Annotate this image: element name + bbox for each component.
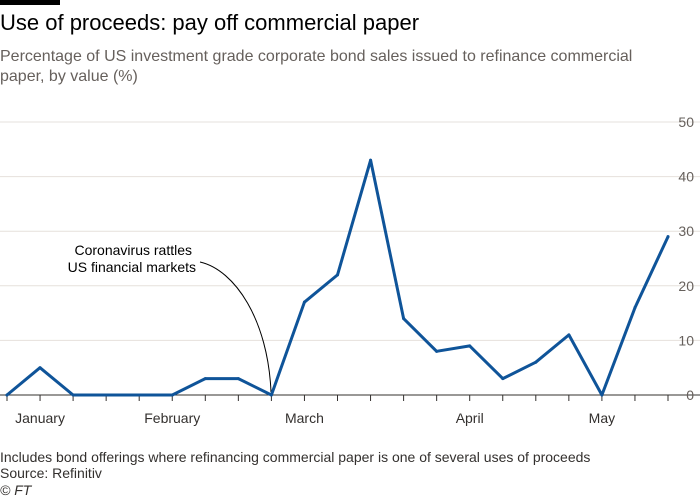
data-point	[600, 393, 604, 397]
data-point	[633, 306, 637, 310]
data-point	[336, 273, 339, 277]
line-chart: 0 10 20 30 40 50 January February March April May C…	[0, 114, 700, 426]
data-point	[170, 393, 174, 397]
annotation-text: US financial markets	[68, 259, 196, 275]
data-point	[269, 393, 273, 397]
y-tick-label: 40	[678, 169, 694, 185]
x-tick-label: March	[285, 410, 324, 426]
x-tick-label: May	[589, 410, 615, 426]
data-point	[666, 235, 670, 239]
chart-subtitle: Percentage of US investment grade corpor…	[0, 48, 633, 85]
data-point	[435, 349, 439, 353]
chart-note: Includes bond offerings where refinancin…	[0, 449, 591, 465]
data-point	[468, 344, 472, 348]
chart-title: Use of proceeds: pay off commercial pape…	[0, 10, 420, 35]
y-tick-label: 30	[678, 223, 694, 239]
y-tick-label: 10	[678, 332, 694, 348]
series-line	[5, 158, 670, 397]
x-tick-label: April	[456, 410, 484, 426]
data-point	[71, 393, 75, 397]
annotation-connector	[199, 261, 272, 393]
x-tick-label: January	[15, 410, 65, 426]
data-point	[137, 393, 141, 397]
data-point	[369, 158, 373, 162]
y-tick-label: 50	[678, 114, 694, 130]
y-tick-label: 20	[678, 278, 694, 294]
x-tick-label: February	[144, 410, 200, 426]
brand-bar	[0, 0, 60, 5]
chart-source: Source: Refinitiv	[0, 465, 102, 481]
y-tick-label: 0	[686, 387, 694, 403]
data-point	[38, 366, 42, 370]
data-point	[302, 300, 306, 304]
data-point	[534, 360, 538, 364]
data-point	[203, 377, 207, 381]
data-point	[567, 333, 571, 337]
data-point	[5, 393, 9, 397]
data-point	[104, 393, 108, 397]
annotation-text: Coronavirus rattles	[75, 242, 193, 258]
copyright: © FT	[0, 482, 32, 498]
data-point	[236, 377, 240, 381]
data-point	[501, 377, 505, 381]
data-point	[402, 317, 406, 321]
